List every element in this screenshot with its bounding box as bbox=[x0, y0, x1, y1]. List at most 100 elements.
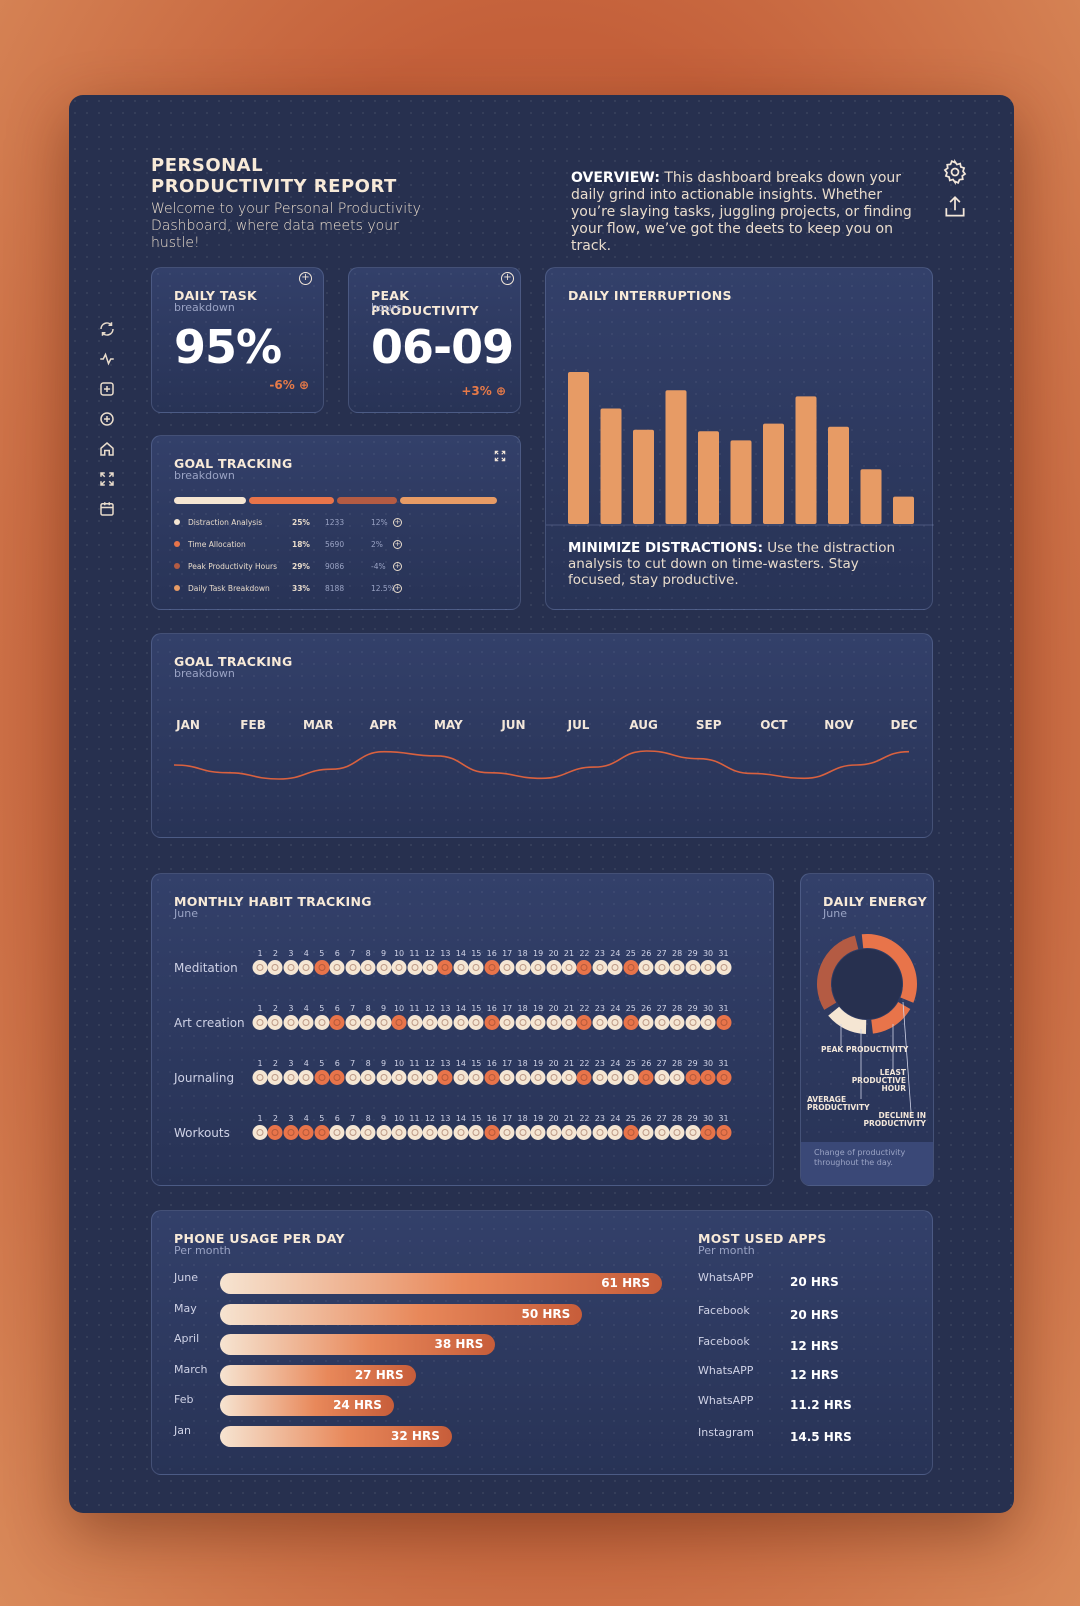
habit-day-dot[interactable] bbox=[468, 1125, 484, 1140]
habit-day-dot[interactable] bbox=[391, 1125, 407, 1140]
habit-day-dot[interactable] bbox=[669, 1015, 685, 1030]
habit-day-dot[interactable] bbox=[329, 960, 345, 975]
habit-day-dot[interactable] bbox=[468, 1015, 484, 1030]
habit-day-dot[interactable] bbox=[437, 1070, 453, 1085]
habit-day-dot[interactable] bbox=[360, 1015, 376, 1030]
habit-day-dot[interactable] bbox=[422, 1070, 438, 1085]
habit-day-dot[interactable] bbox=[530, 1015, 546, 1030]
habit-day-dot[interactable] bbox=[407, 1070, 422, 1085]
share-icon[interactable] bbox=[942, 194, 968, 220]
habit-day-dot[interactable] bbox=[376, 1015, 392, 1030]
habit-day-dot[interactable] bbox=[252, 1125, 268, 1140]
habit-day-dot[interactable] bbox=[685, 960, 701, 975]
habit-day-dot[interactable] bbox=[561, 1015, 577, 1030]
habit-day-dot[interactable] bbox=[468, 1070, 484, 1085]
habit-day-dot[interactable] bbox=[623, 1125, 639, 1140]
habit-day-dot[interactable] bbox=[329, 1125, 345, 1140]
habit-day-dot[interactable] bbox=[407, 1015, 422, 1030]
habit-day-dot[interactable] bbox=[252, 1015, 268, 1030]
habit-day-dot[interactable] bbox=[499, 1125, 515, 1140]
habit-day-dot[interactable] bbox=[422, 1125, 438, 1140]
habit-day-dot[interactable] bbox=[592, 960, 608, 975]
habit-day-dot[interactable] bbox=[654, 1015, 670, 1030]
habit-day-dot[interactable] bbox=[685, 1015, 701, 1030]
habit-day-dot[interactable] bbox=[376, 960, 392, 975]
habit-day-dot[interactable] bbox=[468, 960, 484, 975]
habit-day-dot[interactable] bbox=[623, 1070, 639, 1085]
habit-day-dot[interactable] bbox=[360, 960, 376, 975]
habit-day-dot[interactable] bbox=[453, 960, 469, 975]
habit-day-dot[interactable] bbox=[314, 1125, 330, 1140]
habit-day-dot[interactable] bbox=[515, 1070, 531, 1085]
habit-day-dot[interactable] bbox=[329, 1070, 345, 1085]
habit-day-dot[interactable] bbox=[298, 1125, 314, 1140]
habit-day-dot[interactable] bbox=[654, 960, 670, 975]
habit-day-dot[interactable] bbox=[391, 960, 407, 975]
expand-icon[interactable] bbox=[98, 470, 116, 488]
habit-day-dot[interactable] bbox=[267, 1070, 283, 1085]
habit-day-dot[interactable] bbox=[685, 1070, 701, 1085]
habit-day-dot[interactable] bbox=[654, 1125, 670, 1140]
habit-day-dot[interactable] bbox=[283, 960, 299, 975]
habit-day-dot[interactable] bbox=[453, 1125, 469, 1140]
habit-day-dot[interactable] bbox=[669, 960, 685, 975]
habit-day-dot[interactable] bbox=[345, 1015, 361, 1030]
habit-day-dot[interactable] bbox=[329, 1015, 345, 1030]
habit-day-dot[interactable] bbox=[499, 960, 515, 975]
activity-icon[interactable] bbox=[98, 350, 116, 368]
habit-day-dot[interactable] bbox=[484, 960, 500, 975]
habit-day-dot[interactable] bbox=[546, 1070, 562, 1085]
habit-day-dot[interactable] bbox=[623, 1015, 639, 1030]
add-square-icon[interactable] bbox=[98, 380, 116, 398]
habit-day-dot[interactable] bbox=[716, 1125, 731, 1140]
habit-day-dot[interactable] bbox=[437, 1125, 453, 1140]
add-icon[interactable]: + bbox=[501, 272, 514, 285]
habit-day-dot[interactable] bbox=[422, 1015, 438, 1030]
habit-day-dot[interactable] bbox=[376, 1125, 392, 1140]
habit-day-dot[interactable] bbox=[407, 960, 422, 975]
add-circle-icon[interactable] bbox=[98, 410, 116, 428]
habit-day-dot[interactable] bbox=[360, 1070, 376, 1085]
habit-day-dot[interactable] bbox=[252, 1070, 268, 1085]
habit-day-dot[interactable] bbox=[499, 1015, 515, 1030]
habit-day-dot[interactable] bbox=[623, 960, 639, 975]
habit-day-dot[interactable] bbox=[685, 1125, 701, 1140]
habit-day-dot[interactable] bbox=[298, 960, 314, 975]
home-icon[interactable] bbox=[98, 440, 116, 458]
gear-icon[interactable] bbox=[942, 159, 968, 185]
habit-day-dot[interactable] bbox=[345, 1070, 361, 1085]
habit-day-dot[interactable] bbox=[515, 1125, 531, 1140]
habit-day-dot[interactable] bbox=[314, 1070, 330, 1085]
habit-day-dot[interactable] bbox=[267, 960, 283, 975]
habit-day-dot[interactable] bbox=[345, 960, 361, 975]
habit-day-dot[interactable] bbox=[530, 960, 546, 975]
habit-day-dot[interactable] bbox=[716, 1015, 731, 1030]
habit-day-dot[interactable] bbox=[407, 1125, 422, 1140]
habit-day-dot[interactable] bbox=[298, 1070, 314, 1085]
habit-day-dot[interactable] bbox=[546, 1015, 562, 1030]
habit-day-dot[interactable] bbox=[360, 1125, 376, 1140]
habit-day-dot[interactable] bbox=[283, 1015, 299, 1030]
habit-day-dot[interactable] bbox=[638, 1015, 654, 1030]
habit-day-dot[interactable] bbox=[283, 1125, 299, 1140]
habit-day-dot[interactable] bbox=[546, 1125, 562, 1140]
habit-day-dot[interactable] bbox=[576, 1015, 592, 1030]
habit-day-dot[interactable] bbox=[669, 1125, 685, 1140]
habit-day-dot[interactable] bbox=[499, 1070, 515, 1085]
habit-day-dot[interactable] bbox=[314, 1015, 330, 1030]
add-icon[interactable]: + bbox=[299, 272, 312, 285]
habit-day-dot[interactable] bbox=[654, 1070, 670, 1085]
habit-day-dot[interactable] bbox=[267, 1125, 283, 1140]
expand-icon[interactable] bbox=[493, 449, 507, 463]
habit-day-dot[interactable] bbox=[700, 1015, 716, 1030]
habit-day-dot[interactable] bbox=[391, 1015, 407, 1030]
calendar-icon[interactable] bbox=[98, 500, 116, 518]
add-icon[interactable]: + bbox=[393, 539, 402, 549]
habit-day-dot[interactable] bbox=[422, 960, 438, 975]
habit-day-dot[interactable] bbox=[592, 1125, 608, 1140]
habit-day-dot[interactable] bbox=[314, 960, 330, 975]
habit-day-dot[interactable] bbox=[530, 1070, 546, 1085]
habit-day-dot[interactable] bbox=[376, 1070, 392, 1085]
habit-day-dot[interactable] bbox=[638, 960, 654, 975]
habit-day-dot[interactable] bbox=[592, 1070, 608, 1085]
